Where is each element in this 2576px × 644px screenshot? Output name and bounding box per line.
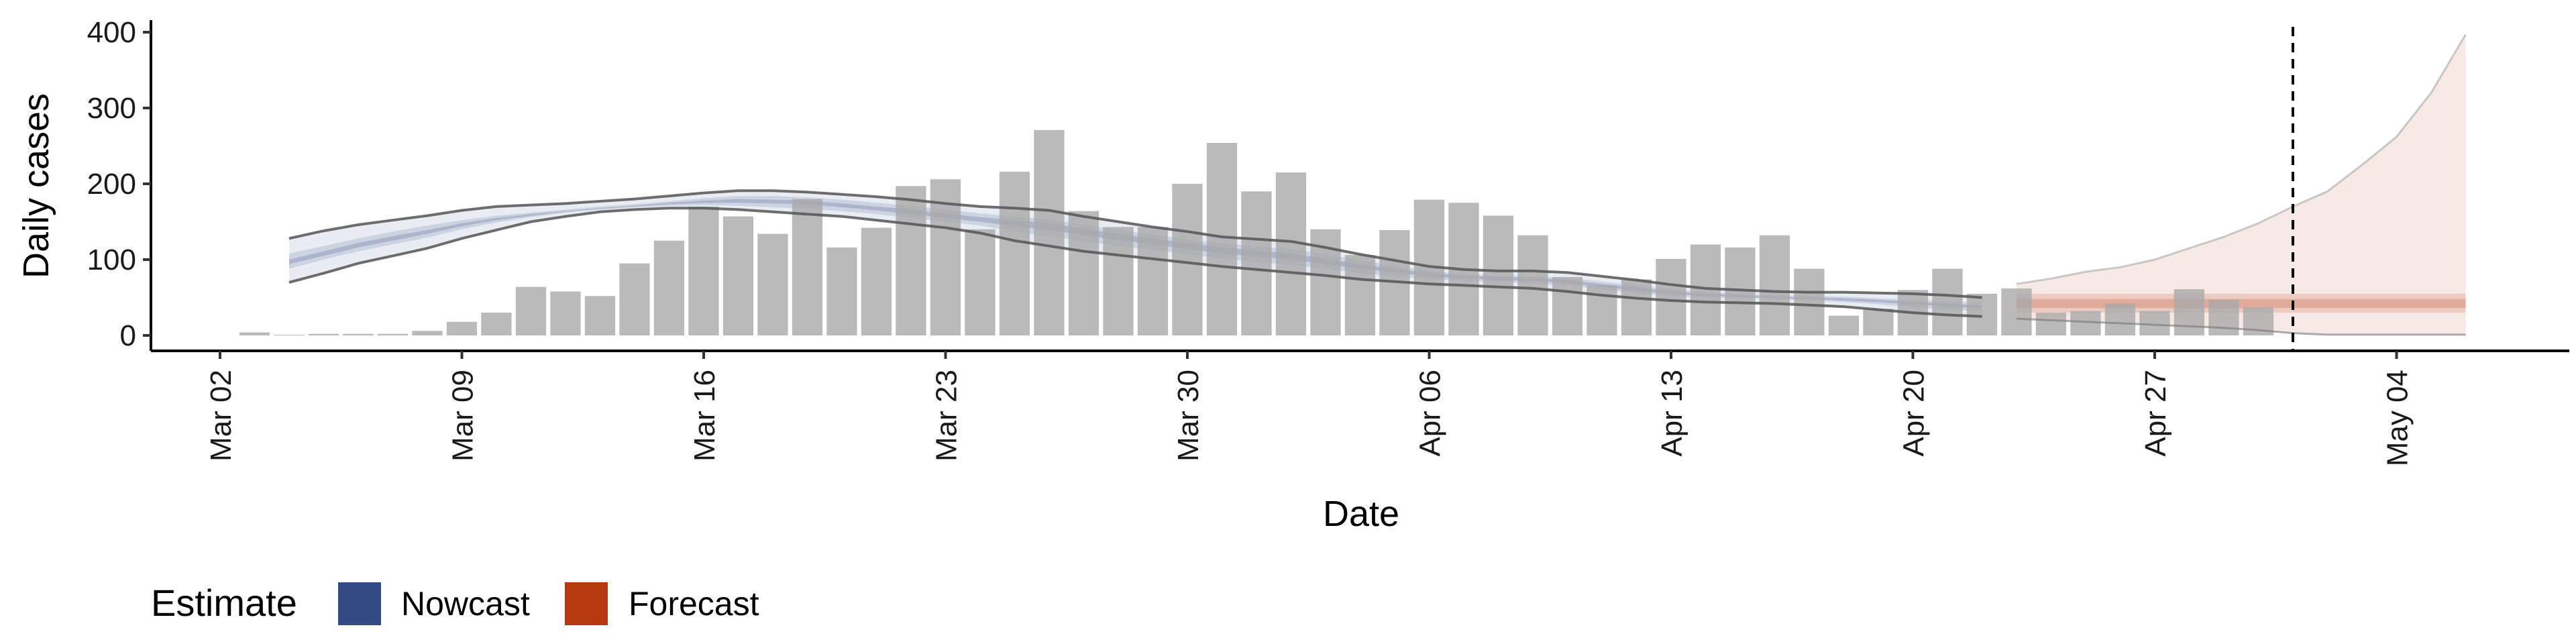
forecast-outer-band <box>2017 34 2466 335</box>
observed-bar <box>343 333 374 335</box>
observed-bar <box>1759 235 1790 335</box>
x-tick-label: Mar 02 <box>205 370 237 462</box>
x-tick-label: Apr 13 <box>1656 370 1688 457</box>
x-tick-label: Apr 20 <box>1898 370 1931 457</box>
legend-title: Estimate <box>151 582 297 624</box>
observed-bar <box>1172 184 1203 335</box>
axes <box>150 20 2569 352</box>
observed-bar <box>1932 268 1963 335</box>
nowcast-upper-line <box>288 189 1982 299</box>
observed-bar <box>757 233 788 335</box>
observed-bar <box>2104 303 2136 335</box>
x-tick-label: Mar 16 <box>688 370 721 462</box>
legend-label-nowcast: Nowcast <box>401 585 530 623</box>
x-tick-label: May 04 <box>2381 370 2414 466</box>
observed-bar <box>1103 227 1134 335</box>
x-tick-label: Apr 06 <box>1414 370 1447 457</box>
observed-bar <box>896 186 926 335</box>
observed-bar <box>1517 235 1548 335</box>
nowcast-lower-line <box>288 207 1982 318</box>
observed-bar <box>2174 289 2205 335</box>
x-tick-label: Mar 09 <box>447 370 480 462</box>
nowcast-bound-lines <box>288 34 2467 336</box>
estimate-bands <box>289 34 2466 335</box>
forecast-upper-line <box>2016 34 2467 285</box>
observed-bar <box>792 199 823 335</box>
x-axis-ticks: Mar 02 Mar 09 Mar 16 Mar 23 Mar 30 Apr 06 Apr … <box>205 351 2414 466</box>
observed-bar <box>965 229 996 335</box>
y-axis-ticks: 0 100 200 300 400 <box>87 16 151 352</box>
observed-bar <box>446 321 478 335</box>
observed-bar <box>1275 172 1307 335</box>
observed-bar <box>999 171 1030 335</box>
observed-bar <box>2070 311 2101 335</box>
observed-bar <box>1828 315 1860 335</box>
y-axis-title: Daily cases <box>16 93 56 278</box>
observed-bar <box>2208 299 2239 335</box>
y-tick-label: 300 <box>87 92 136 125</box>
x-tick-label: Mar 30 <box>1172 370 1205 462</box>
observed-bar <box>688 206 719 335</box>
observed-bar <box>1241 191 1272 335</box>
observed-bar <box>1794 268 1825 335</box>
legend-label-forecast: Forecast <box>629 585 759 623</box>
observed-bar <box>550 291 581 335</box>
observed-bar <box>412 331 443 335</box>
forecast-inner-band <box>2017 299 2466 309</box>
x-tick-label: Apr 27 <box>2139 370 2172 457</box>
observed-bar <box>1621 279 1652 335</box>
forecast-lower-line <box>2016 317 2466 336</box>
observed-bar <box>308 333 339 335</box>
legend-key-forecast <box>565 582 608 625</box>
observed-bar <box>1966 293 1998 335</box>
y-tick-label: 400 <box>87 16 136 49</box>
x-tick-label: Mar 23 <box>930 370 963 462</box>
observed-bar <box>653 240 685 336</box>
observed-bar <box>1552 277 1583 335</box>
y-tick-label: 200 <box>87 168 136 201</box>
observed-bar <box>1344 255 1376 335</box>
x-axis-title: Date <box>1323 494 1399 534</box>
legend-key-nowcast <box>338 582 381 625</box>
observed-bar <box>619 263 650 335</box>
observed-bar <box>1863 309 1894 335</box>
observed-bar <box>584 296 616 335</box>
observed-bar <box>1206 143 1238 335</box>
observed-bar <box>1656 258 1686 335</box>
observed-bar <box>2139 311 2170 335</box>
y-tick-label: 100 <box>87 244 136 276</box>
observed-bar <box>481 313 512 335</box>
legend: Estimate Nowcast Forecast <box>151 582 759 625</box>
observed-bar <box>1483 215 1514 335</box>
observed-bar <box>1137 227 1169 335</box>
observed-bar <box>515 286 547 335</box>
observed-bars <box>239 129 2274 336</box>
observed-bar <box>861 227 892 335</box>
observed-bar <box>2035 313 2067 335</box>
observed-bar <box>826 247 857 335</box>
observed-bar <box>2001 288 2032 335</box>
observed-bar <box>1068 211 1099 335</box>
observed-bar <box>1034 129 1065 336</box>
observed-bar <box>377 333 409 335</box>
observed-bar <box>722 216 754 335</box>
y-tick-label: 0 <box>120 319 136 352</box>
observed-bar <box>239 332 270 335</box>
